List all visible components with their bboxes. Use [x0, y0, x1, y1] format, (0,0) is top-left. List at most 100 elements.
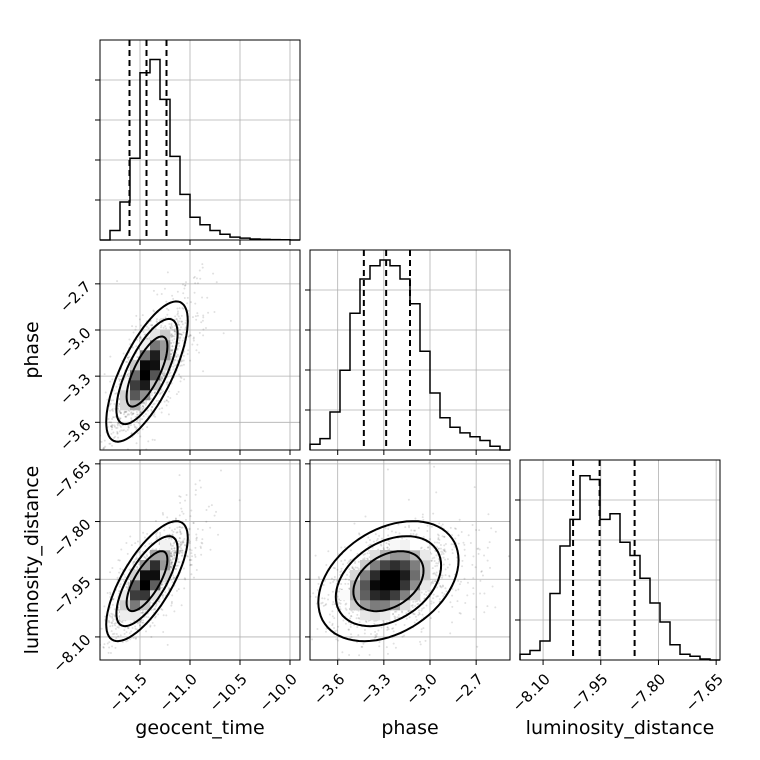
scatter-point	[419, 600, 422, 603]
scatter-point	[412, 613, 415, 616]
scatter-point	[116, 280, 119, 283]
scatter-point	[193, 275, 196, 278]
scatter-point	[344, 622, 347, 625]
scatter-point	[111, 426, 114, 429]
scatter-point	[89, 598, 91, 600]
scatter-point	[112, 431, 115, 434]
scatter-point	[163, 374, 166, 377]
y-tick-label: −3.3	[56, 370, 94, 408]
scatter-point	[71, 691, 73, 693]
scatter-point	[182, 539, 185, 542]
scatter-point	[134, 542, 137, 545]
scatter-point	[421, 516, 424, 519]
scatter-point	[136, 566, 139, 569]
scatter-point	[347, 628, 350, 631]
density-cell	[400, 600, 411, 611]
scatter-point	[212, 272, 215, 275]
scatter-point	[438, 598, 441, 601]
density-cell	[150, 550, 161, 561]
scatter-point	[140, 406, 143, 409]
scatter-point	[178, 552, 181, 555]
scatter-point	[195, 349, 198, 352]
scatter-point	[113, 403, 116, 406]
scatter-point	[374, 634, 377, 637]
scatter-point	[177, 342, 180, 345]
scatter-point	[185, 493, 188, 496]
scatter-point	[116, 431, 119, 434]
scatter-point	[364, 515, 367, 518]
scatter-point	[438, 541, 441, 544]
scatter-point	[174, 327, 177, 330]
scatter-point	[461, 559, 464, 562]
scatter-point	[194, 555, 197, 558]
scatter-point	[120, 429, 123, 432]
scatter-point	[443, 535, 446, 538]
scatter-point	[171, 345, 174, 348]
scatter-point	[149, 625, 152, 628]
y-tick-label: −7.95	[49, 573, 94, 618]
x-tick-label: −11.5	[106, 670, 151, 715]
scatter-point	[170, 323, 173, 326]
scatter-point	[178, 514, 181, 517]
scatter-point	[202, 316, 205, 319]
scatter-point	[123, 632, 126, 635]
scatter-point	[112, 598, 115, 601]
scatter-point	[179, 533, 182, 536]
scatter-point	[107, 619, 110, 622]
scatter-point	[100, 627, 103, 630]
scatter-point	[172, 362, 175, 365]
scatter-point	[195, 569, 198, 572]
scatter-point	[437, 582, 440, 585]
scatter-point	[154, 616, 157, 619]
scatter-point	[392, 642, 395, 645]
scatter-point	[179, 380, 182, 383]
scatter-point	[479, 579, 482, 582]
scatter-point	[411, 604, 414, 607]
scatter-point	[349, 558, 352, 561]
scatter-point	[340, 567, 343, 570]
scatter-point	[179, 375, 182, 378]
scatter-point	[180, 547, 183, 550]
scatter-point	[118, 409, 121, 412]
scatter-point	[173, 338, 176, 341]
scatter-point	[321, 597, 324, 600]
scatter-point	[141, 314, 144, 317]
scatter-point	[403, 624, 406, 627]
scatter-point	[192, 521, 195, 524]
scatter-point	[332, 566, 335, 569]
scatter-point	[103, 605, 106, 608]
scatter-point	[183, 587, 186, 590]
scatter-point	[374, 533, 377, 536]
scatter-point	[189, 334, 192, 337]
scatter-point	[331, 615, 334, 618]
scatter-point	[457, 579, 460, 582]
scatter-point	[137, 413, 140, 416]
scatter-point	[418, 613, 421, 616]
scatter-point	[146, 337, 149, 340]
scatter-point	[125, 583, 128, 586]
scatter-point	[324, 604, 327, 607]
scatter-point	[148, 336, 151, 339]
scatter-point	[123, 410, 126, 413]
scatter-point	[453, 527, 456, 530]
scatter-point	[347, 582, 350, 585]
density-cell	[140, 570, 151, 581]
scatter-point	[161, 371, 164, 374]
scatter-point	[333, 603, 336, 606]
scatter-point	[181, 339, 184, 342]
scatter-point	[448, 574, 451, 577]
scatter-point	[200, 541, 203, 544]
scatter-point	[139, 620, 142, 623]
scatter-point	[118, 411, 121, 414]
scatter-point	[135, 345, 138, 348]
scatter-point	[110, 630, 113, 633]
scatter-point	[109, 625, 112, 628]
scatter-point	[431, 557, 434, 560]
scatter-point	[163, 529, 166, 532]
density-cell	[120, 390, 131, 401]
scatter-point	[345, 602, 348, 605]
scatter-point	[121, 621, 124, 624]
scatter-point	[172, 577, 175, 580]
scatter-point	[428, 461, 431, 464]
scatter-point	[346, 562, 349, 565]
